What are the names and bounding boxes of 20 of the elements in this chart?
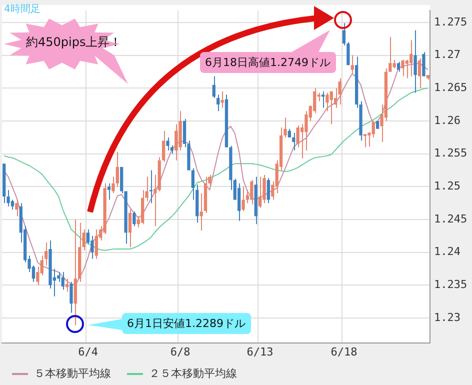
y-tick-label: 1.26: [434, 114, 460, 127]
y-tick-label: 1.235: [434, 278, 468, 292]
y-tick-label: 1.24: [434, 245, 461, 258]
annotation: 約450pips上昇！: [26, 34, 122, 51]
x-tick-label: 6/8: [170, 345, 190, 358]
y-tick-label: 1.255: [434, 146, 468, 160]
x-tick-label: 6/13: [246, 345, 274, 358]
legend-label: ２５本移動平均線: [148, 366, 237, 381]
y-tick-label: 1.275: [434, 15, 468, 28]
y-tick-label: 1.25: [434, 180, 460, 193]
y-tick-label: 1.23: [434, 310, 460, 324]
chart-title: 4時間足: [4, 2, 40, 16]
annotation: 6月18日高値1.2749ドル: [200, 52, 336, 73]
y-tick-label: 1.27: [434, 48, 460, 62]
legend-label: ５本移動平均線: [33, 366, 111, 381]
annotation: 6月1日安値1.2289ドル: [122, 313, 250, 334]
x-tick-label: 6/18: [330, 345, 358, 358]
y-tick-label: 1.245: [434, 212, 468, 226]
y-tick-label: 1.265: [434, 80, 468, 94]
x-tick-label: 6/4: [78, 345, 98, 358]
